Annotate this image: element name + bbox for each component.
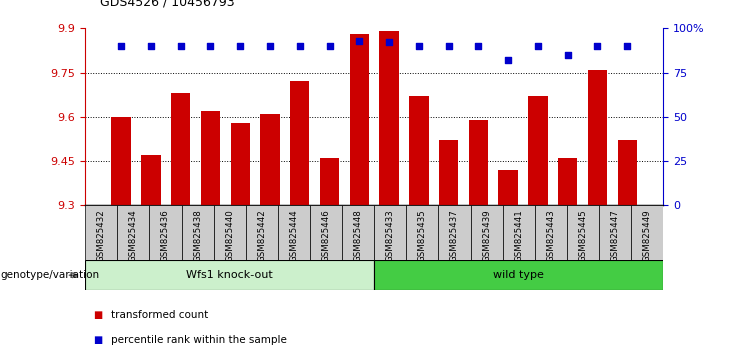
- Point: [383, 40, 395, 45]
- Text: GSM825444: GSM825444: [290, 210, 299, 262]
- Bar: [85, 205, 117, 260]
- Point: [621, 43, 633, 49]
- Text: GSM825434: GSM825434: [129, 210, 138, 262]
- Text: ■: ■: [93, 310, 102, 320]
- Point: [234, 43, 246, 49]
- Bar: [290, 81, 310, 205]
- Bar: [439, 205, 471, 260]
- Text: GSM825439: GSM825439: [482, 210, 491, 262]
- Bar: [342, 205, 374, 260]
- Text: transformed count: transformed count: [111, 310, 208, 320]
- Bar: [320, 158, 339, 205]
- Bar: [469, 120, 488, 205]
- Bar: [528, 96, 548, 205]
- Point: [562, 52, 574, 58]
- Text: GSM825437: GSM825437: [450, 210, 459, 262]
- Point: [473, 43, 485, 49]
- Text: GSM825441: GSM825441: [514, 210, 523, 262]
- Bar: [85, 260, 374, 290]
- Text: GSM825440: GSM825440: [225, 210, 234, 262]
- Text: ■: ■: [93, 335, 102, 345]
- Text: wild type: wild type: [494, 270, 544, 280]
- Text: GSM825436: GSM825436: [161, 210, 170, 262]
- Bar: [471, 205, 502, 260]
- Point: [532, 43, 544, 49]
- Bar: [439, 141, 458, 205]
- Bar: [150, 205, 182, 260]
- Bar: [111, 117, 131, 205]
- Point: [413, 43, 425, 49]
- Bar: [502, 205, 535, 260]
- Text: GSM825447: GSM825447: [611, 210, 619, 262]
- Bar: [117, 205, 150, 260]
- Text: GSM825449: GSM825449: [642, 210, 651, 262]
- Text: GSM825446: GSM825446: [322, 210, 330, 262]
- Bar: [310, 205, 342, 260]
- Bar: [230, 123, 250, 205]
- Bar: [567, 205, 599, 260]
- Text: Wfs1 knock-out: Wfs1 knock-out: [186, 270, 273, 280]
- Bar: [201, 111, 220, 205]
- Text: GSM825445: GSM825445: [579, 210, 588, 262]
- Point: [145, 43, 157, 49]
- Point: [175, 43, 187, 49]
- Text: GSM825438: GSM825438: [193, 210, 202, 262]
- Bar: [599, 205, 631, 260]
- Bar: [406, 205, 439, 260]
- Text: GSM825435: GSM825435: [418, 210, 427, 262]
- Point: [205, 43, 216, 49]
- Text: GSM825442: GSM825442: [257, 210, 266, 262]
- Text: GSM825443: GSM825443: [546, 210, 555, 262]
- Bar: [558, 158, 577, 205]
- Bar: [142, 155, 161, 205]
- Point: [264, 43, 276, 49]
- Bar: [182, 205, 213, 260]
- Bar: [631, 205, 663, 260]
- Bar: [260, 114, 279, 205]
- Text: percentile rank within the sample: percentile rank within the sample: [111, 335, 287, 345]
- Bar: [617, 141, 637, 205]
- Bar: [409, 96, 428, 205]
- Point: [591, 43, 603, 49]
- Point: [294, 43, 306, 49]
- Text: GSM825448: GSM825448: [353, 210, 362, 262]
- Bar: [588, 70, 607, 205]
- Bar: [374, 205, 406, 260]
- Text: GSM825432: GSM825432: [97, 210, 106, 262]
- Point: [324, 43, 336, 49]
- Bar: [213, 205, 246, 260]
- Point: [353, 38, 365, 44]
- Bar: [374, 260, 663, 290]
- Bar: [171, 93, 190, 205]
- Bar: [379, 31, 399, 205]
- Bar: [535, 205, 567, 260]
- Bar: [499, 170, 518, 205]
- Point: [502, 57, 514, 63]
- Text: genotype/variation: genotype/variation: [1, 270, 100, 280]
- Text: GSM825433: GSM825433: [386, 210, 395, 262]
- Text: GDS4526 / 10456793: GDS4526 / 10456793: [100, 0, 235, 9]
- Bar: [246, 205, 278, 260]
- Bar: [350, 34, 369, 205]
- Point: [442, 43, 454, 49]
- Bar: [278, 205, 310, 260]
- Point: [116, 43, 127, 49]
